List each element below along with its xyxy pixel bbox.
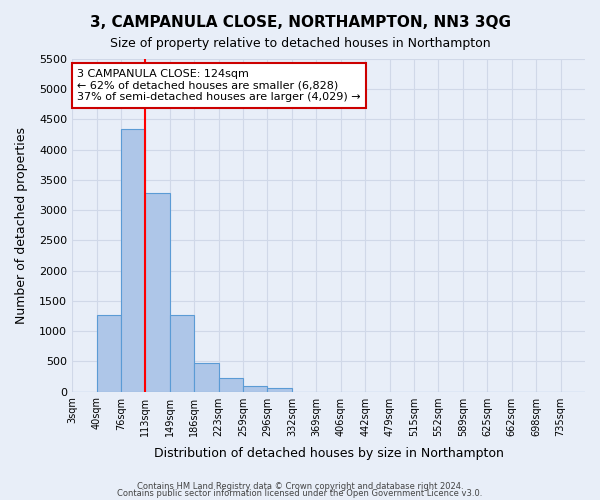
Y-axis label: Number of detached properties: Number of detached properties	[15, 127, 28, 324]
Bar	[268, 388, 292, 392]
Text: Size of property relative to detached houses in Northampton: Size of property relative to detached ho…	[110, 38, 490, 51]
Text: Contains public sector information licensed under the Open Government Licence v3: Contains public sector information licen…	[118, 490, 482, 498]
Bar	[194, 362, 218, 392]
Bar	[243, 386, 268, 392]
Text: 3, CAMPANULA CLOSE, NORTHAMPTON, NN3 3QG: 3, CAMPANULA CLOSE, NORTHAMPTON, NN3 3QG	[89, 15, 511, 30]
Text: 3 CAMPANULA CLOSE: 124sqm
← 62% of detached houses are smaller (6,828)
37% of se: 3 CAMPANULA CLOSE: 124sqm ← 62% of detac…	[77, 69, 361, 102]
Bar	[145, 193, 170, 392]
Bar	[170, 314, 194, 392]
X-axis label: Distribution of detached houses by size in Northampton: Distribution of detached houses by size …	[154, 447, 503, 460]
Text: Contains HM Land Registry data © Crown copyright and database right 2024.: Contains HM Land Registry data © Crown c…	[137, 482, 463, 491]
Bar	[121, 128, 145, 392]
Bar	[97, 314, 121, 392]
Bar	[218, 378, 243, 392]
